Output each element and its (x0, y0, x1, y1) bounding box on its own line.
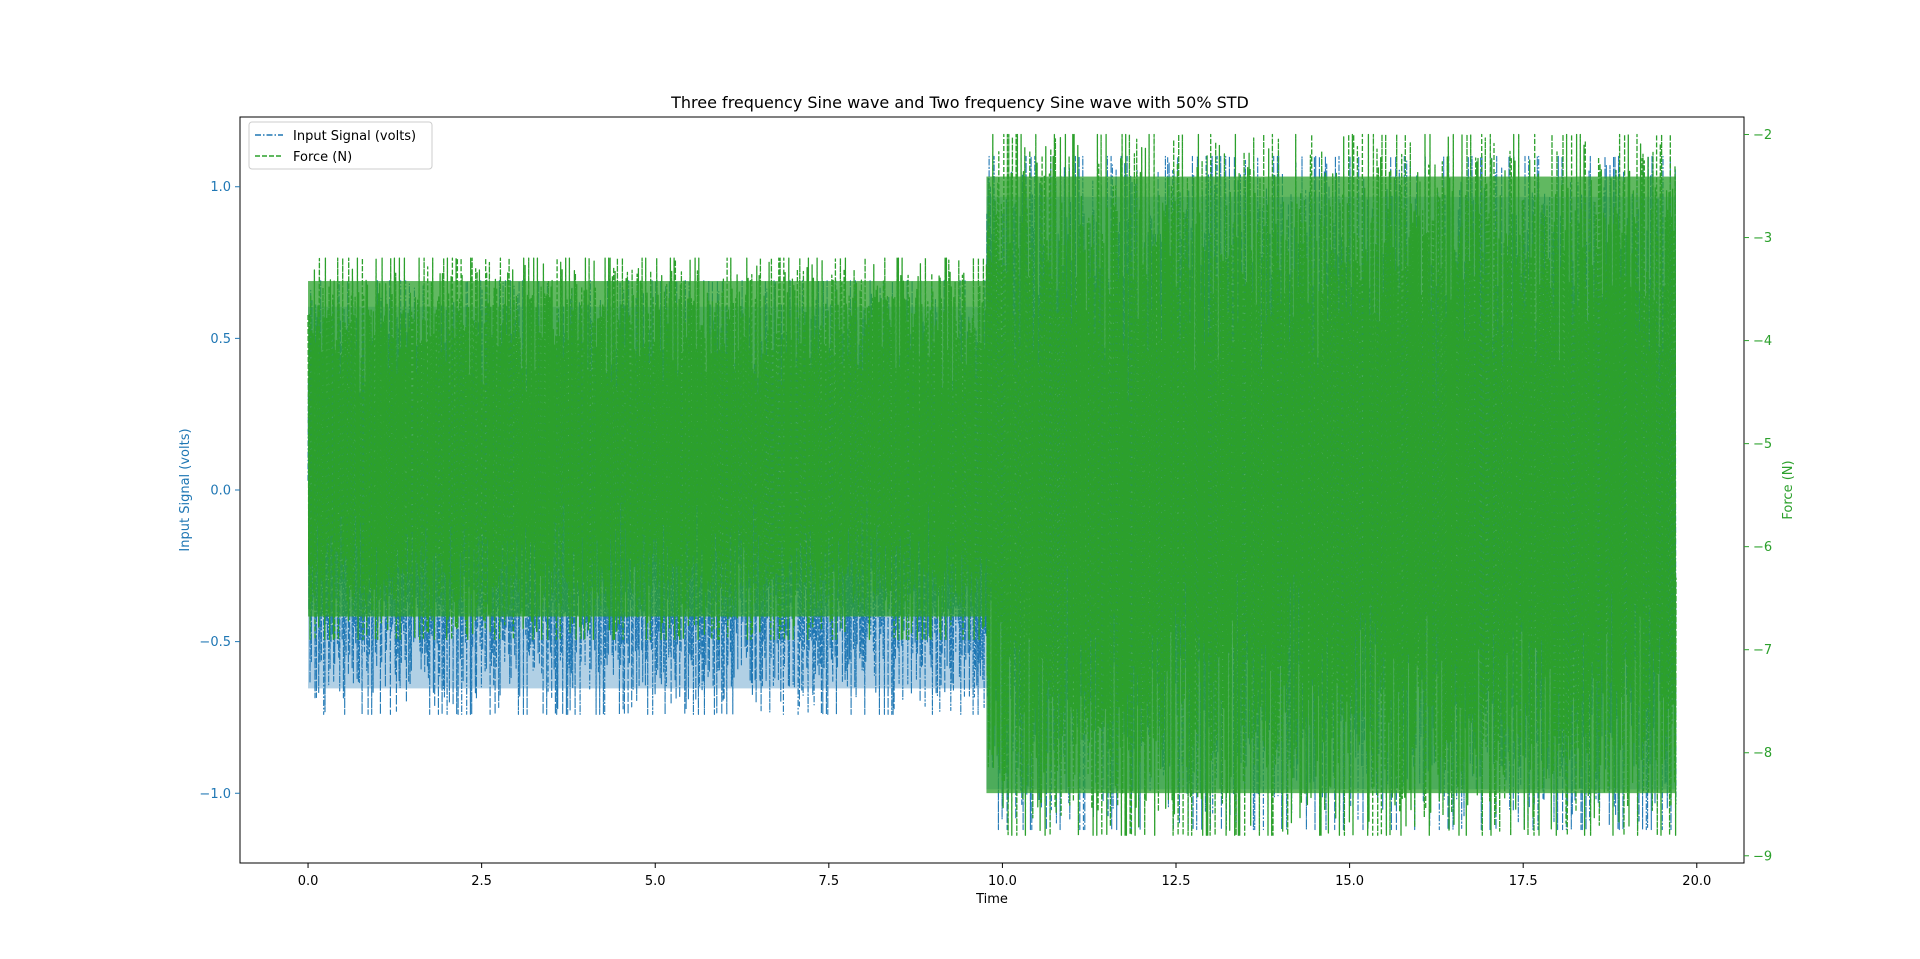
x-tick-label: 0.0 (298, 874, 319, 889)
y-right-tick-label: −3 (1753, 231, 1772, 246)
y-right-tick-label: −5 (1753, 437, 1772, 452)
legend-label-force: Force (N) (293, 150, 352, 165)
y-axis-right-label: Force (N) (1781, 460, 1796, 519)
x-tick-label: 17.5 (1509, 874, 1538, 889)
y-left-tick-label: −0.5 (199, 635, 231, 650)
legend-label-input-signal: Input Signal (volts) (293, 129, 416, 144)
y-axis-left: −1.0 −0.5 0.0 0.5 1.0 (199, 180, 240, 802)
legend-box (248, 121, 433, 170)
x-tick-label: 5.0 (645, 874, 666, 889)
series-force-band (986, 176, 1676, 794)
y-left-tick-label: 0.0 (210, 484, 231, 499)
x-tick-label: 2.5 (471, 874, 492, 889)
y-right-tick-label: −9 (1753, 849, 1772, 864)
y-left-tick-label: 0.5 (210, 332, 231, 347)
chart-title: Three frequency Sine wave and Two freque… (670, 93, 1249, 112)
x-tick-label: 20.0 (1682, 874, 1711, 889)
legend: Input Signal (volts) Force (N) (248, 121, 433, 170)
x-axis: 0.0 2.5 5.0 7.5 10.0 12.5 15.0 17.5 20.0 (298, 863, 1711, 889)
y-right-tick-label: −8 (1753, 746, 1772, 761)
x-tick-label: 12.5 (1162, 874, 1191, 889)
x-tick-label: 7.5 (818, 874, 839, 889)
y-right-tick-label: −6 (1753, 540, 1772, 555)
y-right-tick-label: −4 (1753, 334, 1772, 349)
series-layer (307, 133, 1677, 836)
y-axis-right: −9 −8 −7 −6 −5 −4 −3 −2 (1744, 128, 1772, 864)
y-left-tick-label: 1.0 (210, 180, 231, 195)
x-axis-label: Time (975, 892, 1008, 907)
series-force-band (308, 281, 987, 617)
y-right-tick-label: −2 (1753, 128, 1772, 143)
y-left-tick-label: −1.0 (199, 787, 231, 802)
y-right-tick-label: −7 (1753, 643, 1772, 658)
x-tick-label: 10.0 (988, 874, 1017, 889)
y-axis-left-label: Input Signal (volts) (178, 428, 193, 551)
x-tick-label: 15.0 (1335, 874, 1364, 889)
